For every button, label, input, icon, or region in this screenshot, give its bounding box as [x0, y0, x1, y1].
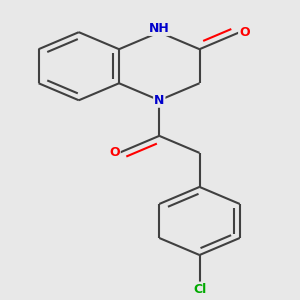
Text: NH: NH	[149, 22, 170, 35]
Text: N: N	[154, 94, 164, 107]
Text: Cl: Cl	[193, 283, 206, 296]
Text: O: O	[239, 26, 250, 39]
Text: O: O	[109, 146, 120, 159]
